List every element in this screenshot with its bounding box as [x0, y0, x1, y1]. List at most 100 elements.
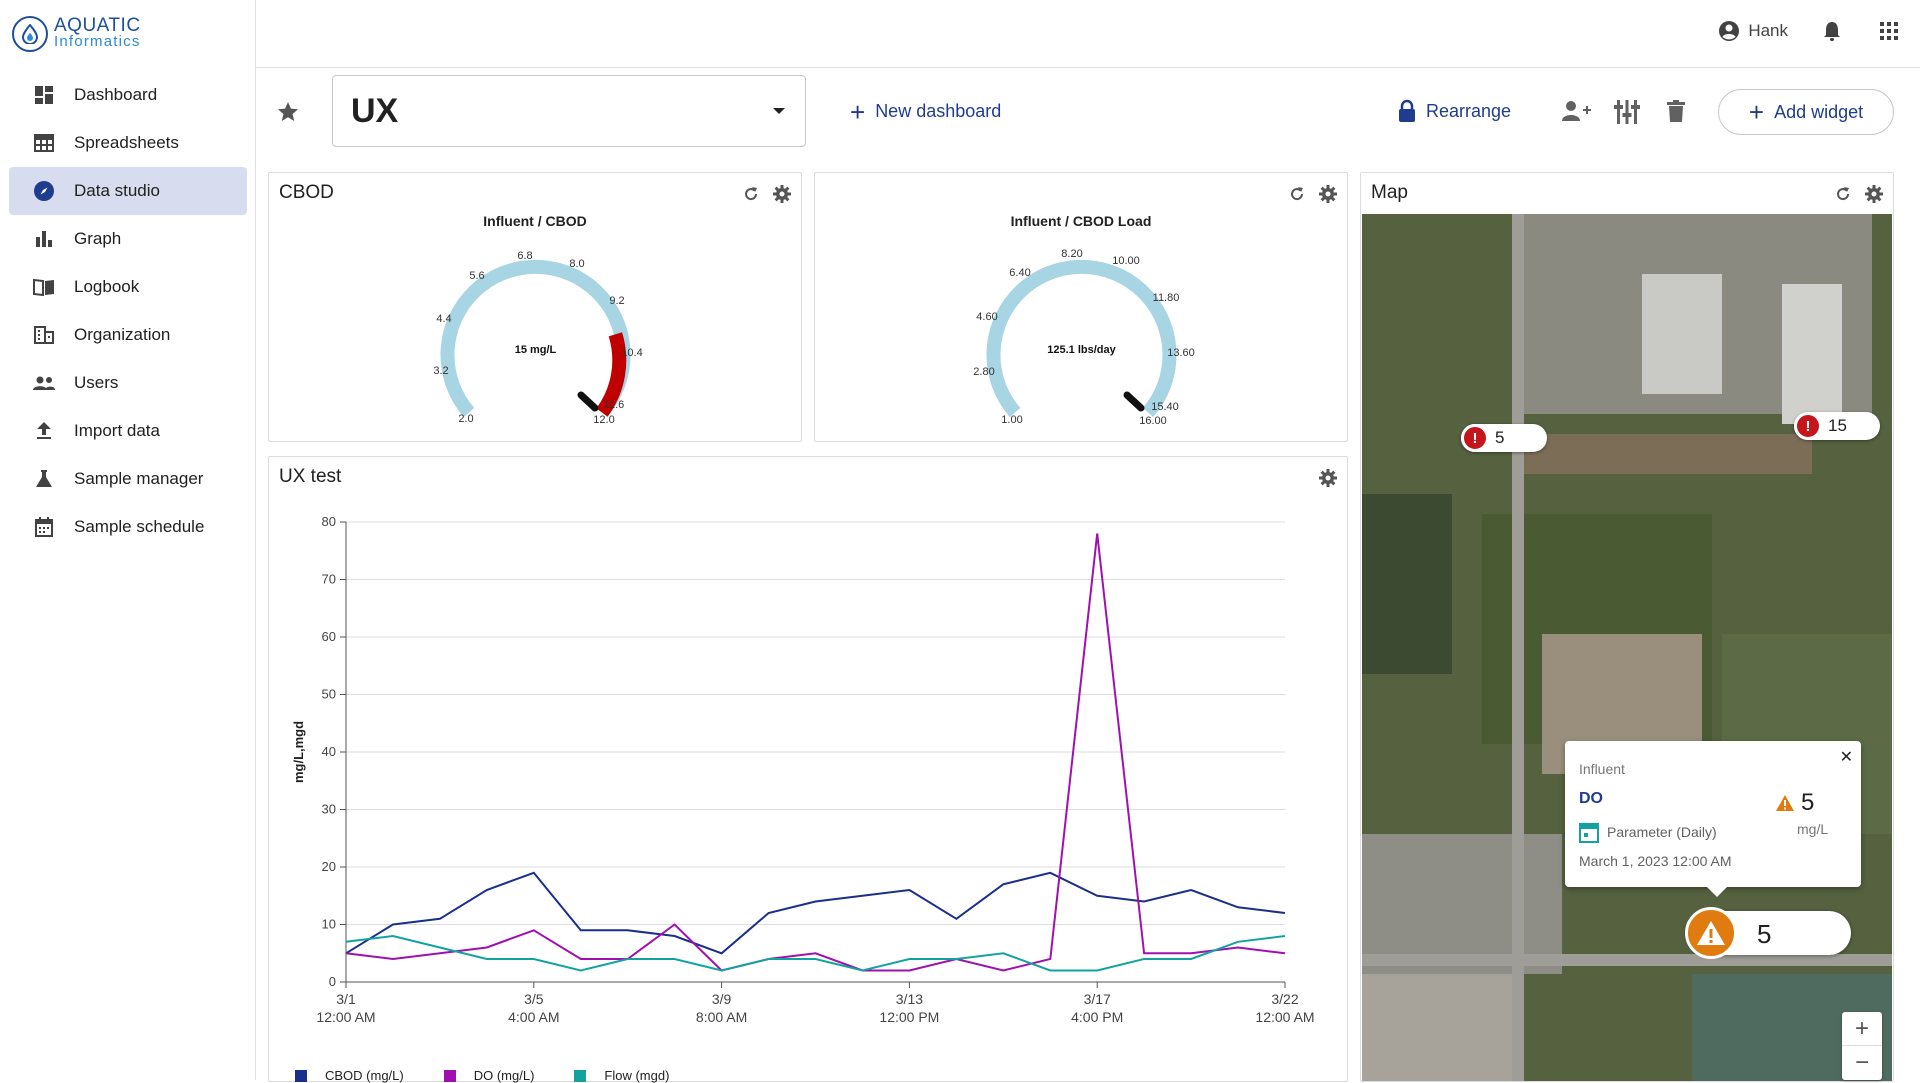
filter-sliders-icon[interactable] — [1614, 100, 1640, 129]
gauge-tick: 11.80 — [1153, 292, 1180, 304]
gauge-value-label: 125.1 lbs/day — [1047, 344, 1116, 356]
gauge-title: Influent / CBOD — [483, 213, 587, 229]
rearrange-button[interactable]: Rearrange — [1398, 99, 1511, 123]
people-icon — [33, 372, 55, 394]
settings-gear-icon[interactable] — [1319, 185, 1337, 203]
gauge-tick: 12.0 — [593, 414, 614, 426]
dashboard-toolbar: UX + New dashboard Rearrange + Add widge… — [256, 68, 1920, 168]
delete-trash-icon[interactable] — [1667, 100, 1685, 127]
add-widget-label: Add widget — [1774, 101, 1864, 122]
sidebar-item-graph[interactable]: Graph — [9, 215, 247, 263]
legend-item[interactable]: CBOD (mg/L) — [295, 1068, 404, 1083]
sidebar-item-organization[interactable]: Organization — [9, 311, 247, 359]
sidebar-item-label: Spreadsheets — [74, 133, 179, 152]
gauge-needle — [577, 391, 599, 412]
refresh-icon[interactable] — [1289, 186, 1305, 202]
lock-icon — [1399, 99, 1415, 122]
gauge-value-label: 15 mg/L — [515, 344, 557, 356]
sidebar-item-label: Import data — [74, 421, 160, 440]
legend-swatch — [443, 1069, 456, 1082]
settings-gear-icon[interactable] — [1319, 469, 1337, 487]
dashboard-icon — [33, 84, 55, 106]
sidebar-item-users[interactable]: Users — [9, 359, 247, 407]
legend-swatch — [574, 1069, 587, 1082]
add-widget-button[interactable]: + Add widget — [1718, 89, 1894, 135]
zoom-in-button[interactable]: + — [1842, 1012, 1882, 1046]
flask-icon — [33, 468, 55, 490]
popup-location: Influent — [1579, 761, 1625, 777]
new-dashboard-label: New dashboard — [875, 101, 1002, 121]
share-user-icon[interactable] — [1562, 100, 1592, 127]
gauge-tick: 6.8 — [517, 250, 532, 262]
satellite-imagery — [1362, 214, 1892, 1081]
gauge-tick: 10.00 — [1112, 255, 1140, 267]
legend-item[interactable]: Flow (mgd) — [574, 1068, 669, 1083]
settings-gear-icon[interactable] — [773, 185, 791, 203]
refresh-icon[interactable] — [1835, 186, 1851, 202]
y-tick-label: 10 — [322, 917, 336, 932]
sidebar-item-logbook[interactable]: Logbook — [9, 263, 247, 311]
gauge-tick: 10.4 — [621, 347, 642, 359]
warning-triangle-icon — [1685, 907, 1737, 959]
x-tick-label: 3/9 — [712, 991, 732, 1007]
app-logo[interactable]: AQUATIC Informatics — [12, 12, 141, 56]
gauge-tick: 15.40 — [1151, 401, 1179, 413]
x-tick-label: 12:00 AM — [1255, 1009, 1314, 1025]
new-dashboard-button[interactable]: + New dashboard — [850, 96, 1002, 127]
gauge-tick: 8.0 — [569, 258, 584, 270]
favorite-star-icon[interactable] — [276, 100, 300, 129]
map-warning-pin[interactable]: 5 — [1685, 907, 1851, 959]
y-tick-label: 60 — [322, 629, 336, 644]
x-tick-label: 12:00 PM — [879, 1009, 939, 1025]
satellite-map[interactable] — [1362, 214, 1892, 1081]
y-tick-label: 20 — [322, 859, 336, 874]
map-alarm-pin[interactable]: ! 15 — [1794, 412, 1880, 440]
user-menu[interactable]: Hank — [1718, 20, 1788, 42]
gauge-arc — [440, 259, 631, 418]
sidebar-item-sample-manager[interactable]: Sample manager — [9, 455, 247, 503]
brand-line2: Informatics — [54, 33, 141, 50]
x-tick-label: 3/13 — [896, 991, 923, 1007]
map-alarm-pin[interactable]: ! 5 — [1461, 424, 1547, 452]
pin-value: 5 — [1495, 428, 1505, 447]
gauge-tick: 2.80 — [973, 366, 994, 378]
sidebar-item-label: Organization — [74, 325, 171, 344]
gauge-svg: 125.1 lbs/day 1.00 2.80 4.60 6.40 8.20 1… — [973, 248, 1194, 427]
sidebar-item-spreadsheets[interactable]: Spreadsheets — [9, 119, 247, 167]
close-icon[interactable]: ✕ — [1839, 749, 1853, 766]
sidebar-item-dashboard[interactable]: Dashboard — [9, 71, 247, 119]
x-tick-label: 3/5 — [524, 991, 544, 1007]
notifications-bell-icon[interactable] — [1822, 20, 1842, 47]
sidebar-item-label: Sample manager — [74, 469, 204, 488]
sidebar-item-label: Sample schedule — [74, 517, 205, 536]
sidebar-item-data-studio[interactable]: Data studio — [9, 167, 247, 215]
alert-icon: ! — [1461, 424, 1489, 452]
popup-type: Parameter (Daily) — [1607, 824, 1717, 840]
apps-grid-icon[interactable] — [1880, 22, 1898, 45]
dashboard-select-value: UX — [351, 92, 399, 130]
gauge-title: Influent / CBOD Load — [1010, 213, 1152, 229]
account-circle-icon — [1719, 21, 1740, 41]
dashboard-select[interactable]: UX — [332, 75, 806, 147]
plus-icon: + — [850, 96, 866, 127]
map-widget: Map — [1360, 172, 1894, 1082]
upload-icon — [33, 420, 55, 442]
book-icon — [33, 276, 55, 298]
gauge-tick: 2.0 — [458, 413, 473, 425]
sidebar-nav: Dashboard Spreadsheets Data studio Graph… — [9, 71, 247, 551]
zoom-out-button[interactable]: − — [1854, 1049, 1869, 1076]
pin-value: 15 — [1828, 416, 1847, 435]
settings-gear-icon[interactable] — [1865, 185, 1883, 203]
plus-icon: + — [1748, 97, 1765, 127]
sidebar-item-sample-schedule[interactable]: Sample schedule — [9, 503, 247, 551]
popup-parameter-link[interactable]: DO — [1579, 790, 1603, 807]
x-tick-label: 3/22 — [1271, 991, 1298, 1007]
gauge-red-zone — [596, 332, 627, 417]
legend-item[interactable]: DO (mg/L) — [443, 1068, 534, 1083]
x-tick-label: 3/17 — [1084, 991, 1111, 1007]
user-name: Hank — [1748, 21, 1788, 40]
sidebar-item-import-data[interactable]: Import data — [9, 407, 247, 455]
refresh-icon[interactable] — [743, 186, 759, 202]
sidebar-item-label: Users — [74, 373, 119, 392]
x-tick-label: 4:00 PM — [1071, 1009, 1123, 1025]
